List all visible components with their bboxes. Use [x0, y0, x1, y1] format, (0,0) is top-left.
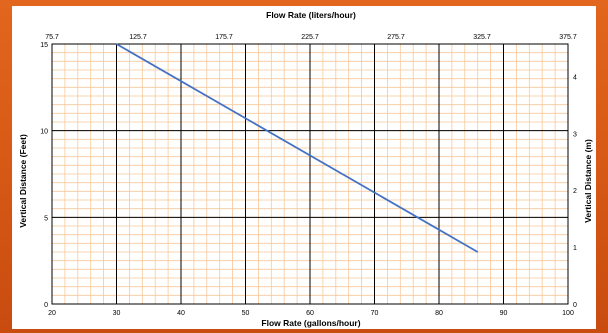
- plot-frame: [51, 43, 569, 305]
- x2-tick-label: 125.7: [129, 34, 147, 41]
- y2-tick-label: 4: [573, 74, 577, 81]
- x-tick-labels: 20 30 40 50 60 70 80 90 100: [48, 310, 574, 317]
- x-tick-label: 50: [242, 310, 250, 317]
- x2-tick-label: 375.7: [559, 34, 577, 41]
- y2-tick-label: 3: [573, 131, 577, 138]
- y-tick-label: 5: [44, 215, 48, 222]
- y-tick-label: 15: [40, 42, 48, 49]
- x-tick-label: 20: [48, 310, 56, 317]
- y2-axis-label: Vertical Distance (m): [583, 139, 593, 223]
- x-tick-label: 60: [306, 310, 314, 317]
- x-tick-label: 30: [113, 310, 121, 317]
- x2-tick-labels: 75.7 125.7 175.7 225.7 275.7 325.7 375.7: [45, 34, 577, 41]
- y-tick-label: 10: [40, 129, 48, 136]
- series-line: [116, 43, 479, 253]
- y2-tick-label: 1: [573, 245, 577, 252]
- series-layer: [116, 43, 479, 253]
- x-tick-label: 90: [500, 310, 508, 317]
- y-tick-label: 0: [44, 302, 48, 309]
- y-tick-labels: 0 5 10 15: [40, 42, 48, 309]
- x2-tick-label: 225.7: [301, 34, 319, 41]
- x2-tick-label: 275.7: [387, 34, 405, 41]
- x-tick-label: 70: [371, 310, 379, 317]
- chart-panel: 20 30 40 50 60 70 80 90 100 0 5 10 15 75.7 125.7 175.…: [12, 6, 596, 329]
- x-tick-label: 100: [562, 310, 574, 317]
- x-axis-label: Flow Rate (gallons/hour): [261, 318, 360, 328]
- x-tick-label: 40: [177, 310, 185, 317]
- x2-tick-label: 325.7: [473, 34, 491, 41]
- y2-tick-label: 2: [573, 188, 577, 195]
- x-tick-label: 80: [435, 310, 443, 317]
- y2-tick-label: 0: [573, 302, 577, 309]
- y-axis-label: Vertical Distance (Feet): [18, 134, 28, 228]
- x2-axis-label: Flow Rate (liters/hour): [266, 10, 356, 20]
- x2-tick-label: 175.7: [215, 34, 233, 41]
- y2-tick-labels: 0 1 2 3 4: [573, 74, 577, 309]
- x2-tick-label: 75.7: [45, 34, 59, 41]
